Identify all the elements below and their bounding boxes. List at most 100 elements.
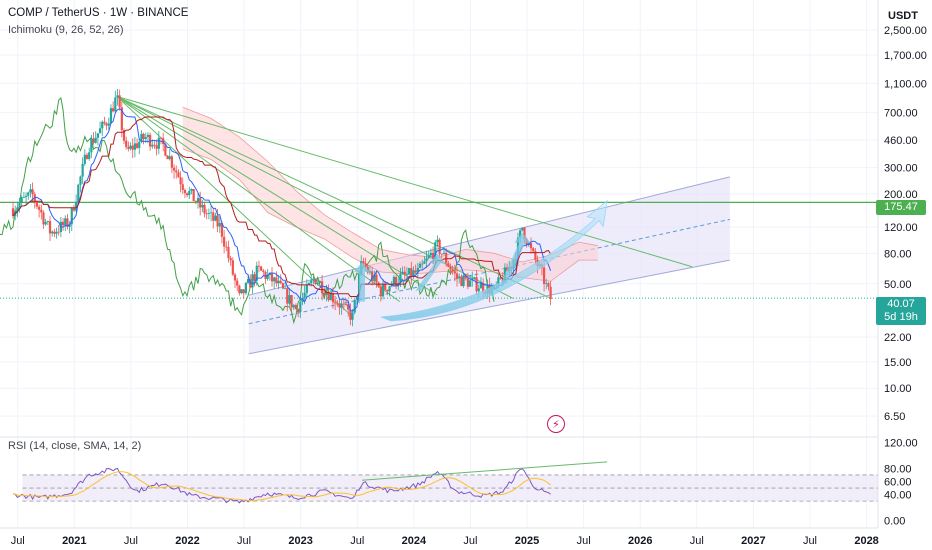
candle-body bbox=[429, 252, 433, 256]
candle-body bbox=[549, 286, 552, 300]
candle bbox=[183, 188, 187, 199]
candle-body bbox=[277, 280, 280, 284]
candle-body bbox=[286, 288, 289, 304]
candle-body bbox=[440, 253, 443, 255]
candle bbox=[273, 276, 276, 289]
candle bbox=[423, 256, 426, 265]
candle bbox=[172, 164, 176, 179]
candle bbox=[81, 157, 84, 184]
symbol-title[interactable]: COMP / TetherUS · 1W · BINANCE bbox=[8, 7, 189, 19]
candle-body bbox=[79, 176, 82, 185]
rsi-tick-label: 0.00 bbox=[884, 516, 905, 528]
candle bbox=[236, 277, 239, 292]
candle bbox=[458, 273, 461, 284]
candle-body bbox=[153, 144, 156, 146]
candle bbox=[107, 117, 110, 132]
lightning-alert-icon[interactable]: ⚡ bbox=[547, 415, 565, 433]
candle-body bbox=[223, 236, 226, 247]
candle-body bbox=[316, 282, 319, 285]
candle bbox=[188, 186, 191, 199]
candle-body bbox=[225, 246, 228, 248]
rsi-pane bbox=[0, 436, 878, 504]
candle bbox=[44, 218, 47, 226]
candle-body bbox=[260, 266, 263, 271]
candle bbox=[329, 289, 332, 301]
candle-body bbox=[421, 263, 424, 265]
candle-body bbox=[57, 231, 60, 233]
candle bbox=[122, 128, 126, 145]
candle-body bbox=[299, 302, 302, 313]
candle bbox=[244, 281, 247, 295]
candle bbox=[445, 248, 448, 267]
candle-body bbox=[410, 268, 413, 277]
candle bbox=[277, 274, 280, 290]
candle bbox=[283, 281, 287, 290]
candle bbox=[403, 266, 406, 282]
candle bbox=[334, 295, 337, 311]
candle bbox=[466, 272, 470, 290]
candle bbox=[125, 136, 128, 150]
candle bbox=[421, 259, 424, 269]
currency-label[interactable]: USDT bbox=[888, 10, 918, 22]
candle-body bbox=[231, 260, 234, 275]
candle-body bbox=[534, 251, 537, 260]
rsi-legend[interactable]: RSI (14, close, SMA, 14, 2) bbox=[8, 440, 142, 452]
candle-body bbox=[468, 280, 472, 287]
candle bbox=[270, 267, 274, 287]
candle bbox=[72, 204, 76, 212]
candle bbox=[127, 141, 130, 152]
candle bbox=[166, 155, 169, 160]
candle bbox=[460, 274, 463, 287]
candle-body bbox=[85, 154, 89, 159]
candle-body bbox=[170, 156, 173, 168]
candle-body bbox=[412, 270, 415, 277]
candle-body bbox=[96, 133, 99, 138]
candle bbox=[281, 281, 284, 290]
cloud-fill bbox=[182, 107, 598, 282]
bar-countdown: 5d 19h bbox=[884, 311, 918, 323]
candle-body bbox=[75, 201, 78, 211]
candle-body bbox=[405, 274, 409, 276]
last-price-tag: 40.07 5d 19h bbox=[876, 297, 926, 325]
candle-body bbox=[127, 146, 130, 149]
candle bbox=[381, 279, 385, 300]
candle-body bbox=[216, 215, 219, 227]
candle bbox=[294, 303, 298, 310]
candle bbox=[299, 296, 302, 319]
time-tick-label: Jul bbox=[237, 535, 251, 547]
projection-sweep-arrow bbox=[380, 199, 608, 322]
candle bbox=[318, 280, 321, 284]
candle-body bbox=[236, 280, 239, 286]
ichimoku-legend[interactable]: Ichimoku (9, 26, 52, 26) bbox=[8, 24, 124, 36]
candle-body bbox=[521, 227, 524, 231]
candle bbox=[131, 138, 134, 158]
candle-body bbox=[408, 268, 411, 275]
candle-body bbox=[270, 272, 274, 282]
fan-trendline bbox=[116, 95, 438, 296]
candle bbox=[79, 175, 82, 193]
candle bbox=[85, 152, 89, 160]
candle-body bbox=[120, 107, 123, 131]
candle-body bbox=[64, 218, 67, 226]
candle bbox=[238, 284, 241, 296]
candle-body bbox=[135, 143, 139, 148]
candle-body bbox=[479, 283, 483, 289]
candle-body bbox=[196, 198, 200, 203]
candle-body bbox=[157, 137, 160, 149]
candle bbox=[109, 104, 113, 124]
channel-upper-line bbox=[248, 176, 730, 296]
projection-arrows bbox=[353, 199, 608, 322]
candle bbox=[227, 240, 230, 263]
candle-body bbox=[281, 283, 284, 289]
candle bbox=[96, 133, 99, 146]
candle bbox=[66, 213, 69, 230]
candle bbox=[35, 200, 39, 210]
candle-body bbox=[133, 143, 136, 150]
candle bbox=[22, 191, 25, 198]
time-tick-label: 2022 bbox=[175, 535, 199, 547]
candle bbox=[349, 303, 352, 326]
candle bbox=[157, 131, 160, 155]
candle-body bbox=[375, 274, 378, 283]
candle-body bbox=[88, 152, 91, 159]
